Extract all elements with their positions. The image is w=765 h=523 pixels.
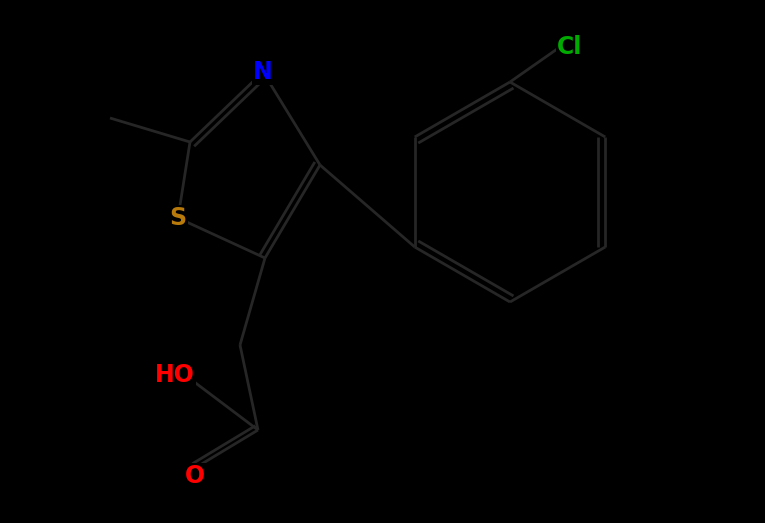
Text: HO: HO bbox=[155, 363, 195, 387]
Text: Cl: Cl bbox=[558, 35, 583, 59]
Text: O: O bbox=[185, 464, 205, 488]
Text: N: N bbox=[253, 60, 273, 84]
Text: S: S bbox=[169, 206, 187, 230]
